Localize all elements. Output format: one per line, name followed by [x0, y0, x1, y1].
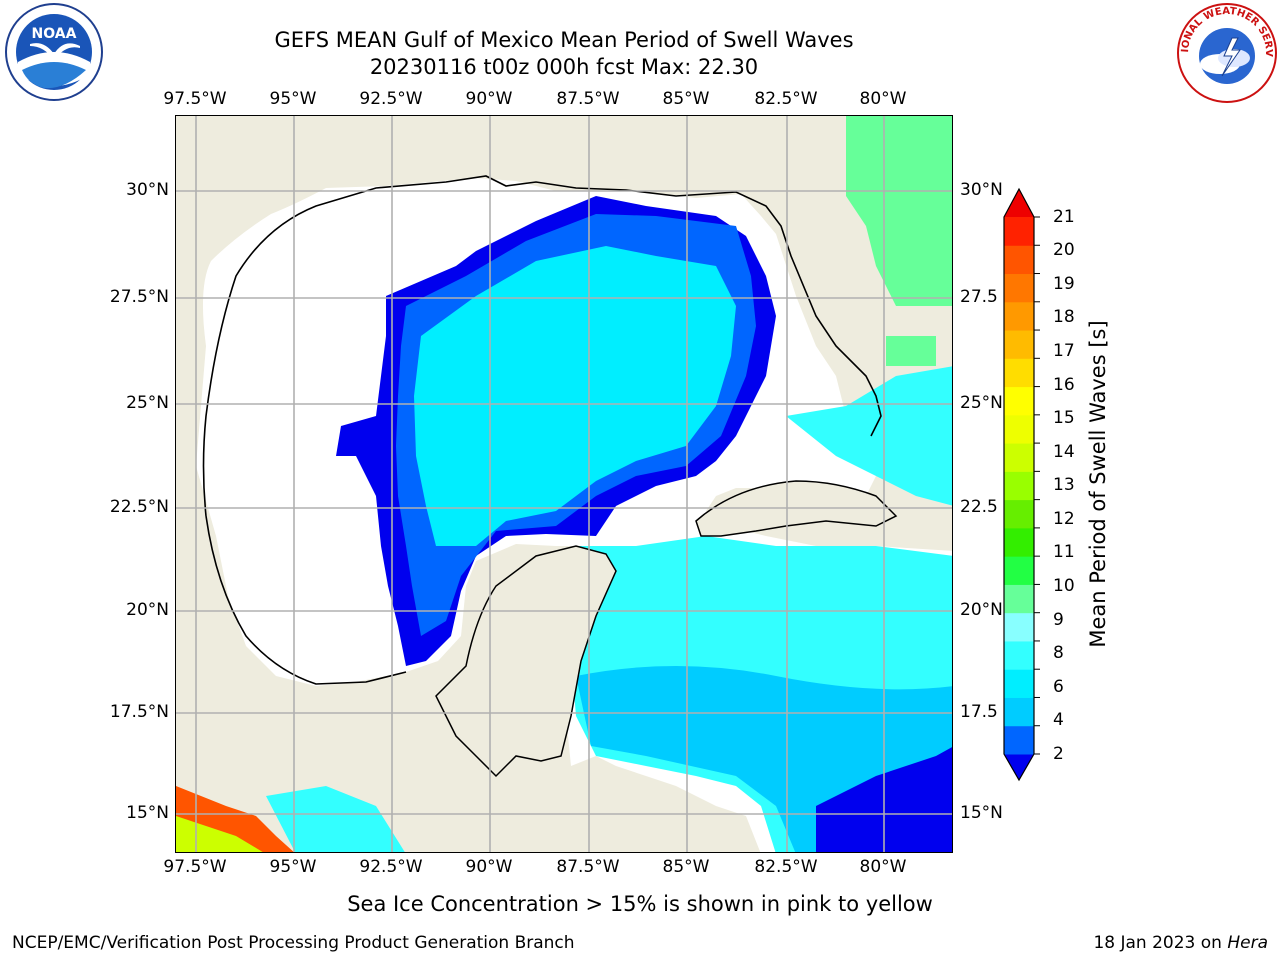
lat-label-right: 27.5	[960, 287, 998, 307]
lon-label-top: 80°W	[859, 89, 907, 109]
swell-period-straits-9s	[886, 336, 936, 366]
swell-period-pacific-low	[266, 786, 405, 852]
colorbar-segment	[1004, 443, 1034, 472]
colorbar-segment	[1004, 697, 1034, 727]
colorbar-tick-label: 15	[1053, 408, 1075, 428]
colorbar-tick-label: 17	[1053, 341, 1075, 361]
colorbar-tick-label: 11	[1053, 542, 1075, 562]
colorbar-segment	[1004, 414, 1034, 444]
colorbar-segment	[1004, 301, 1034, 331]
footer-credit: NCEP/EMC/Verification Post Processing Pr…	[12, 933, 575, 953]
lon-label-bottom: 85°W	[662, 857, 710, 877]
colorbar-segment	[1004, 245, 1034, 275]
west-gulf-coastline	[205, 515, 407, 685]
colorbar-segment	[1004, 527, 1034, 557]
colorbar-segment	[1004, 556, 1034, 585]
colorbar-segment	[1004, 358, 1034, 388]
colorbar-tick-label: 10	[1053, 576, 1075, 596]
gulf-coastline	[202, 175, 882, 517]
lon-label-top: 95°W	[269, 89, 317, 109]
colorbar-segment	[1004, 471, 1034, 501]
colorbar-segment	[1004, 273, 1034, 303]
colorbar-tick-label: 18	[1053, 307, 1075, 327]
swell-period-pacific-mid	[176, 816, 263, 852]
footer-host: Hera	[1227, 933, 1268, 953]
chart-title: GEFS MEAN Gulf of Mexico Mean Period of …	[274, 28, 854, 52]
colorbar-tick-label: 20	[1053, 240, 1075, 260]
colorbar-min-arrow	[1004, 754, 1034, 780]
lon-label-bottom: 80°W	[859, 857, 907, 877]
footer-date: 18 Jan 2023 on Hera	[1093, 933, 1268, 953]
colorbar-segment	[1004, 669, 1034, 698]
yucatan-landmass	[435, 545, 617, 778]
colorbar-segment	[1004, 584, 1034, 614]
lat-label-right: 20°N	[960, 600, 1003, 620]
swell-period-straits-6-8s	[786, 366, 952, 506]
colorbar-tick-label: 2	[1053, 744, 1064, 764]
colorbar-segment	[1004, 386, 1034, 416]
colorbar-segment	[1004, 725, 1034, 755]
colorbar-tick-label: 6	[1053, 677, 1064, 697]
lon-label-top: 85°W	[662, 89, 710, 109]
colorbar-tick-label: 12	[1053, 509, 1075, 529]
colorbar-tick-label: 16	[1053, 375, 1075, 395]
lon-label-bottom: 92.5°W	[359, 857, 423, 877]
gridlines	[176, 116, 952, 852]
lat-label-right: 22.5	[960, 497, 998, 517]
chart-subtitle: 20230116 t00z 000h fcst Max: 22.30	[369, 55, 759, 79]
colorbar-segment	[1004, 330, 1034, 359]
lon-label-top: 82.5°W	[754, 89, 818, 109]
lat-label-right: 30°N	[960, 180, 1003, 200]
lat-label-left: 22.5°N	[109, 497, 169, 517]
colorbar-tick-label: 9	[1053, 610, 1064, 630]
colorbar-tick-label: 21	[1053, 207, 1075, 227]
swell-period-6-8s	[414, 246, 736, 546]
noaa-logo-text: NOAA	[32, 26, 77, 42]
colorbar-max-arrow	[1004, 189, 1034, 217]
lon-label-top: 97.5°W	[163, 89, 227, 109]
noaa-logo: NOAA	[5, 3, 103, 101]
map-canvas	[176, 116, 952, 852]
lon-label-bottom: 82.5°W	[754, 857, 818, 877]
lon-label-bottom: 87.5°W	[556, 857, 620, 877]
lat-label-right: 25°N	[960, 393, 1003, 413]
lat-label-left: 25°N	[126, 393, 169, 413]
lat-label-left: 27.5°N	[109, 287, 169, 307]
colorbar-tick-label: 14	[1053, 442, 1075, 462]
lat-label-left: 20°N	[126, 600, 169, 620]
lon-label-bottom: 97.5°W	[163, 857, 227, 877]
lat-label-left: 17.5°N	[109, 702, 169, 722]
colorbar-tick-label: 4	[1053, 710, 1064, 730]
colorbar-segment	[1004, 612, 1034, 642]
lon-label-top: 90°W	[465, 89, 513, 109]
colorbar-tick-label: 8	[1053, 643, 1064, 663]
colorbar-segment	[1004, 217, 1034, 246]
colorbar	[1003, 187, 1040, 782]
colorbar-segment	[1004, 499, 1034, 529]
swell-period-atlantic-8-9s	[846, 116, 952, 306]
lat-label-right: 17.5	[960, 702, 998, 722]
lon-label-top: 87.5°W	[556, 89, 620, 109]
nws-logo: NATIONAL WEATHER SERVICE	[1176, 2, 1277, 103]
map-panel	[175, 115, 953, 853]
lon-label-bottom: 90°W	[465, 857, 513, 877]
lat-label-right: 15°N	[960, 803, 1003, 823]
colorbar-tick-label: 19	[1053, 274, 1075, 294]
footer-date-text: 18 Jan 2023 on	[1093, 933, 1228, 953]
lon-label-bottom: 95°W	[269, 857, 317, 877]
sea-ice-note: Sea Ice Concentration > 15% is shown in …	[347, 892, 933, 916]
colorbar-label: Mean Period of Swell Waves [s]	[1086, 320, 1110, 648]
lat-label-left: 15°N	[126, 803, 169, 823]
colorbar-segment	[1004, 640, 1034, 670]
colorbar-tick-label: 13	[1053, 475, 1075, 495]
lon-label-top: 92.5°W	[359, 89, 423, 109]
lat-label-left: 30°N	[126, 180, 169, 200]
